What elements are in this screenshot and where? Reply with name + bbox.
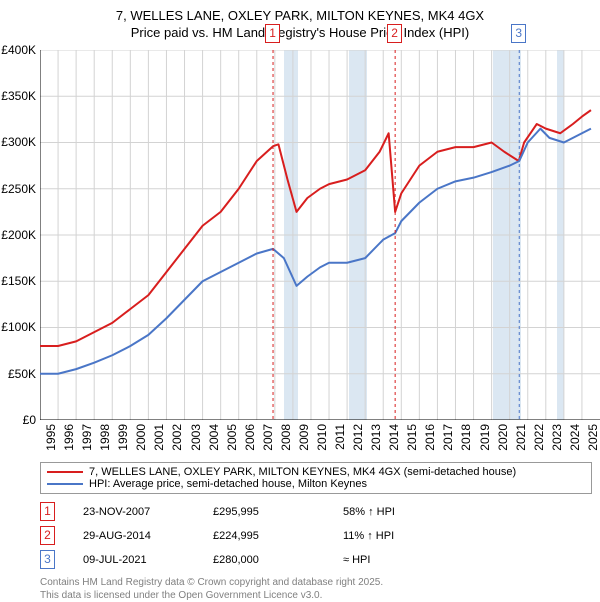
sale-marker-2: 2 (387, 24, 402, 43)
sale-price: £224,995 (213, 530, 343, 542)
x-tick-label: 2020 (496, 424, 510, 451)
x-tick-label: 1998 (98, 424, 112, 451)
x-tick-label: 2014 (387, 424, 401, 451)
sale-date: 29-AUG-2014 (83, 530, 213, 542)
y-tick-label: £300K (1, 135, 36, 149)
x-tick-label: 1995 (44, 424, 58, 451)
y-tick-label: £350K (1, 89, 36, 103)
x-tick-label: 2022 (532, 424, 546, 451)
x-tick-label: 2001 (152, 424, 166, 451)
chart-title: 7, WELLES LANE, OXLEY PARK, MILTON KEYNE… (0, 8, 600, 42)
series-hpi (40, 128, 591, 373)
y-tick-label: £100K (1, 320, 36, 334)
sale-hpi-relation: ≈ HPI (343, 554, 473, 566)
legend: 7, WELLES LANE, OXLEY PARK, MILTON KEYNE… (40, 462, 592, 494)
x-tick-label: 2023 (550, 424, 564, 451)
sale-date: 23-NOV-2007 (83, 506, 213, 518)
footer-line-2: This data is licensed under the Open Gov… (40, 589, 600, 602)
series-price_paid (40, 110, 591, 346)
footer-line-1: Contains HM Land Registry data © Crown c… (40, 576, 600, 589)
x-tick-label: 1996 (62, 424, 76, 451)
x-tick-label: 2024 (568, 424, 582, 451)
y-tick-label: £400K (1, 43, 36, 57)
x-tick-label: 2009 (297, 424, 311, 451)
chart-plot-area: £0£50K£100K£150K£200K£250K£300K£350K£400… (40, 50, 600, 420)
sale-row: 1 23-NOV-2007£295,99558% ↑ HPI (40, 500, 600, 524)
y-tick-label: £150K (1, 274, 36, 288)
x-tick-label: 2002 (170, 424, 184, 451)
x-tick-label: 2019 (478, 424, 492, 451)
y-tick-label: £50K (8, 367, 36, 381)
sale-row-marker: 1 (40, 502, 55, 521)
title-line-2: Price paid vs. HM Land Registry's House … (0, 25, 600, 42)
x-tick-label: 2021 (514, 424, 528, 451)
x-tick-label: 2006 (243, 424, 257, 451)
x-tick-label: 2012 (351, 424, 365, 451)
y-tick-label: £200K (1, 228, 36, 242)
sale-marker-1: 1 (265, 24, 280, 43)
sale-price: £280,000 (213, 554, 343, 566)
sale-hpi-relation: 11% ↑ HPI (343, 530, 473, 542)
x-tick-label: 2010 (315, 424, 329, 451)
y-tick-label: £250K (1, 182, 36, 196)
legend-label-2: HPI: Average price, semi-detached house,… (89, 478, 367, 490)
x-tick-label: 2025 (586, 424, 600, 451)
x-tick-label: 2015 (405, 424, 419, 451)
sale-row: 3 09-JUL-2021£280,000≈ HPI (40, 548, 600, 572)
sale-hpi-relation: 58% ↑ HPI (343, 506, 473, 518)
x-tick-label: 2005 (225, 424, 239, 451)
x-tick-label: 2007 (261, 424, 275, 451)
legend-label-1: 7, WELLES LANE, OXLEY PARK, MILTON KEYNE… (89, 466, 516, 478)
attribution-footer: Contains HM Land Registry data © Crown c… (40, 576, 600, 602)
y-tick-label: £0 (23, 413, 36, 427)
title-line-1: 7, WELLES LANE, OXLEY PARK, MILTON KEYNE… (0, 8, 600, 25)
x-tick-label: 1999 (116, 424, 130, 451)
chart-svg (40, 50, 600, 420)
x-tick-label: 2016 (423, 424, 437, 451)
x-tick-label: 2017 (441, 424, 455, 451)
legend-row-2: HPI: Average price, semi-detached house,… (47, 478, 585, 490)
x-tick-label: 2008 (279, 424, 293, 451)
legend-swatch-1 (47, 471, 83, 473)
x-tick-label: 2018 (459, 424, 473, 451)
x-tick-label: 2013 (369, 424, 383, 451)
x-tick-label: 2011 (333, 424, 347, 450)
sale-row: 2 29-AUG-2014£224,99511% ↑ HPI (40, 524, 600, 548)
x-tick-label: 1997 (80, 424, 94, 451)
sale-row-marker: 2 (40, 526, 55, 545)
x-tick-label: 2003 (189, 424, 203, 451)
legend-swatch-2 (47, 483, 83, 485)
sale-row-marker: 3 (40, 550, 55, 569)
sale-price: £295,995 (213, 506, 343, 518)
sales-table: 1 23-NOV-2007£295,99558% ↑ HPI 2 29-AUG-201… (40, 500, 600, 572)
x-tick-label: 2000 (134, 424, 148, 451)
sale-date: 09-JUL-2021 (83, 554, 213, 566)
legend-row-1: 7, WELLES LANE, OXLEY PARK, MILTON KEYNE… (47, 466, 585, 478)
sale-marker-3: 3 (511, 24, 526, 43)
x-tick-label: 2004 (207, 424, 221, 451)
